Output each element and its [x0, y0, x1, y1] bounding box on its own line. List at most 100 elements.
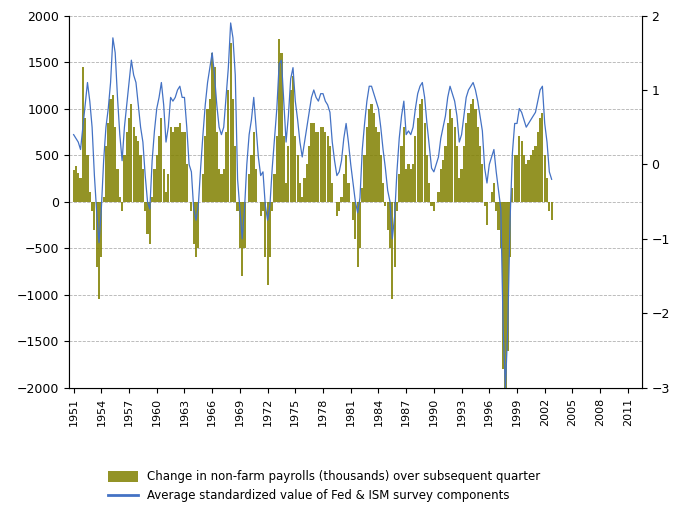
Bar — [124, 155, 126, 202]
Bar — [126, 132, 128, 202]
Bar — [431, 202, 433, 206]
Bar — [440, 169, 442, 202]
Bar — [444, 146, 446, 202]
Bar — [421, 99, 424, 202]
Bar — [338, 202, 340, 211]
Bar — [549, 202, 551, 211]
Bar — [86, 155, 88, 202]
Bar — [75, 166, 77, 202]
Bar — [481, 164, 484, 202]
Bar — [433, 202, 435, 211]
Bar — [396, 202, 398, 211]
Bar — [437, 192, 440, 202]
Bar — [79, 178, 81, 202]
Bar — [516, 155, 518, 202]
Bar — [121, 202, 124, 211]
Bar — [91, 202, 93, 211]
Bar — [105, 146, 107, 202]
Bar — [424, 123, 426, 202]
Bar — [359, 202, 361, 248]
Bar — [250, 155, 253, 202]
Bar — [377, 132, 380, 202]
Bar — [253, 132, 255, 202]
Bar — [160, 118, 162, 202]
Bar — [426, 155, 428, 202]
Bar — [315, 132, 317, 202]
Bar — [269, 202, 271, 257]
Bar — [384, 202, 386, 206]
Bar — [326, 136, 328, 202]
Bar — [324, 132, 326, 202]
Bar — [112, 95, 114, 202]
Bar — [294, 136, 297, 202]
Bar — [474, 109, 477, 202]
Bar — [132, 127, 135, 202]
Bar — [306, 164, 308, 202]
Bar — [502, 202, 504, 369]
Bar — [96, 202, 98, 267]
Bar — [493, 183, 495, 202]
Bar — [255, 169, 257, 202]
Bar — [278, 39, 280, 202]
Bar — [290, 90, 292, 202]
Bar — [345, 155, 347, 202]
Bar — [167, 174, 170, 202]
Bar — [537, 132, 539, 202]
Bar — [206, 109, 208, 202]
Bar — [513, 155, 516, 202]
Bar — [518, 136, 520, 202]
Bar — [232, 99, 234, 202]
Bar — [417, 118, 419, 202]
Bar — [213, 67, 215, 202]
Bar — [230, 43, 232, 202]
Bar — [453, 127, 456, 202]
Bar — [467, 113, 470, 202]
Bar — [375, 127, 377, 202]
Bar — [271, 202, 273, 211]
Bar — [520, 141, 523, 202]
Bar — [317, 132, 319, 202]
Bar — [149, 202, 151, 244]
Bar — [347, 183, 350, 202]
Bar — [89, 192, 91, 202]
Bar — [177, 127, 179, 202]
Bar — [119, 197, 121, 202]
Bar — [371, 104, 373, 202]
Bar — [532, 150, 534, 202]
Bar — [103, 197, 105, 202]
Bar — [405, 169, 407, 202]
Bar — [239, 202, 241, 248]
Bar — [504, 202, 506, 392]
Bar — [398, 174, 400, 202]
Bar — [211, 53, 213, 202]
Bar — [484, 202, 486, 206]
Bar — [357, 202, 359, 267]
Bar — [331, 183, 333, 202]
Bar — [276, 136, 278, 202]
Bar — [156, 155, 158, 202]
Bar — [285, 183, 287, 202]
Bar — [500, 202, 502, 248]
Bar — [400, 146, 403, 202]
Bar — [442, 160, 444, 202]
Bar — [153, 169, 155, 202]
Bar — [223, 169, 225, 202]
Bar — [170, 127, 172, 202]
Bar — [541, 113, 544, 202]
Bar — [259, 202, 262, 216]
Bar — [100, 202, 102, 257]
Bar — [301, 197, 304, 202]
Bar — [197, 202, 199, 248]
Bar — [511, 188, 513, 202]
Bar — [158, 136, 160, 202]
Bar — [412, 164, 414, 202]
Bar — [186, 164, 188, 202]
Bar — [534, 146, 537, 202]
Bar — [220, 174, 222, 202]
Bar — [137, 141, 139, 202]
Bar — [410, 169, 412, 202]
Bar — [93, 202, 95, 230]
Bar — [368, 109, 371, 202]
Bar — [497, 202, 500, 230]
Bar — [135, 136, 137, 202]
